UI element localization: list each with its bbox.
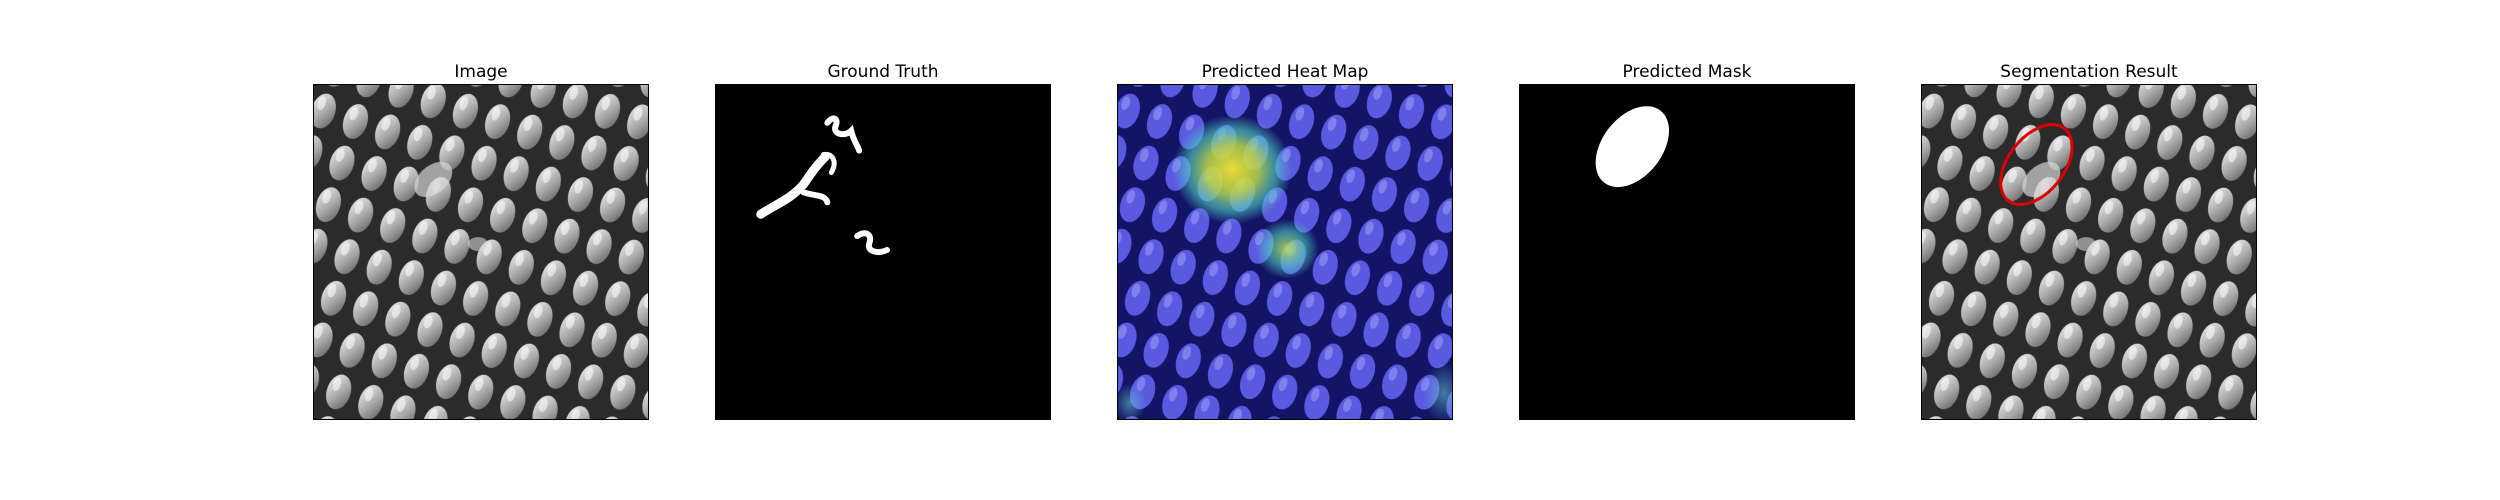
- ground-truth-mask: [715, 84, 1051, 420]
- predicted-heat-map: [1117, 84, 1453, 420]
- panel-predicted-mask: Predicted Mask: [1519, 60, 1855, 420]
- predicted-mask: [1519, 84, 1855, 420]
- panel-title: Segmentation Result: [2000, 62, 2178, 82]
- original-image: [313, 84, 649, 420]
- segmentation-contour: [1999, 123, 2074, 206]
- panel-title: Image: [454, 62, 508, 82]
- panel-ground-truth: Ground Truth: [715, 60, 1051, 420]
- panel-heat-map: Predicted Heat Map: [1117, 60, 1453, 420]
- panel-title: Predicted Heat Map: [1201, 62, 1369, 82]
- segmentation-result: [1921, 84, 2257, 420]
- panel-title: Ground Truth: [827, 62, 939, 82]
- panel-image: Image: [313, 60, 649, 420]
- panel-segmentation-result: Segmentation Result: [1921, 60, 2257, 420]
- panel-title: Predicted Mask: [1622, 62, 1752, 82]
